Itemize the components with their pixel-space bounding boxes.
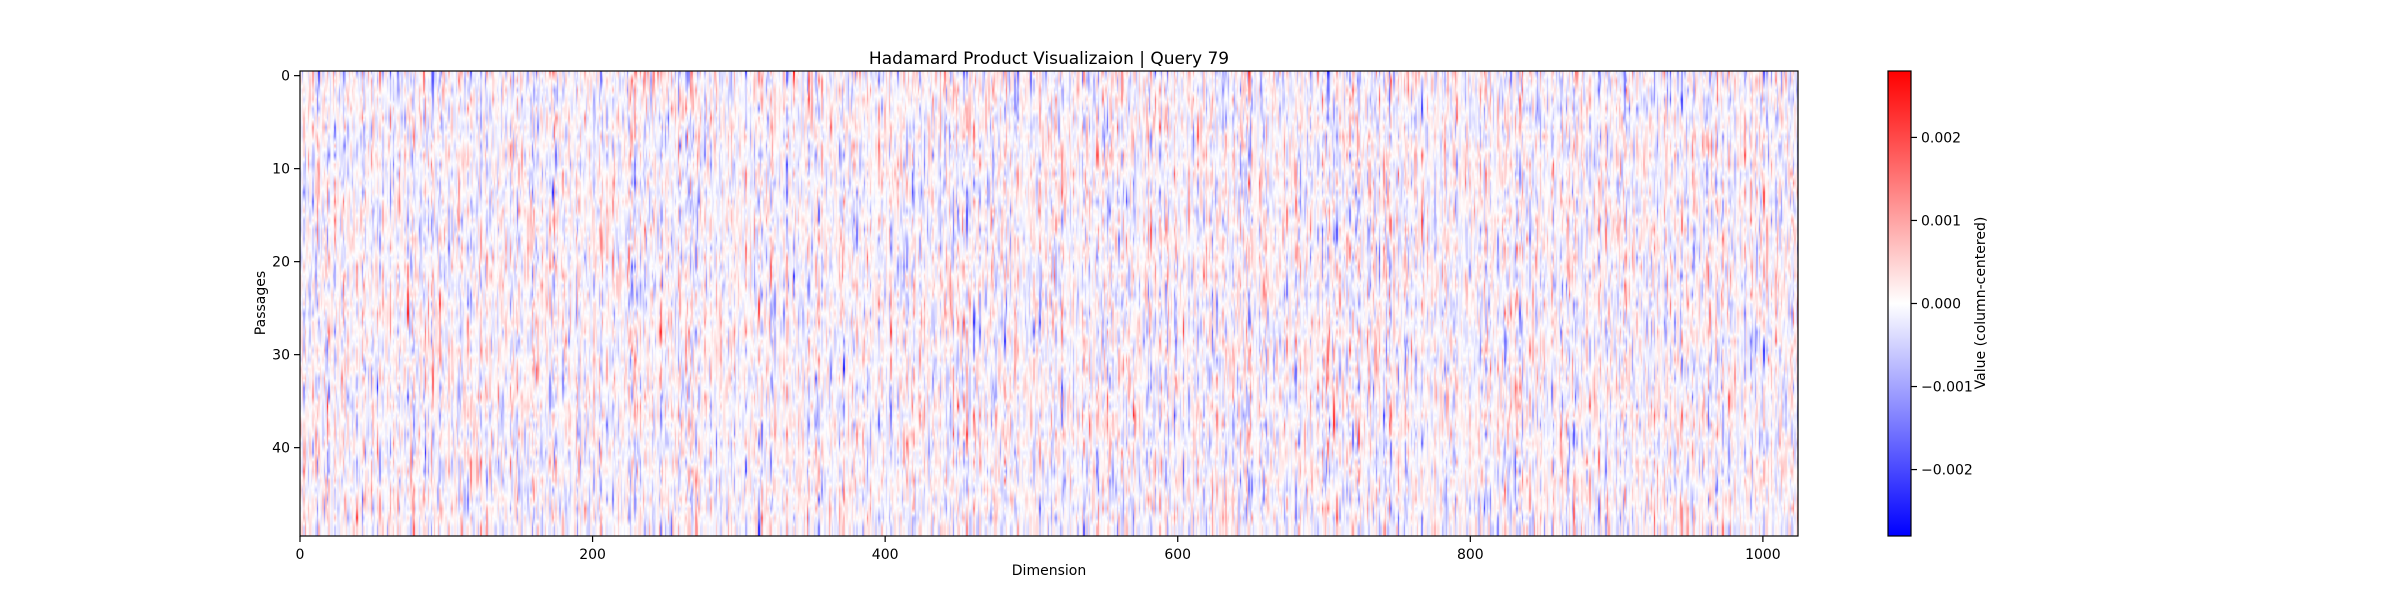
y-tick-label: 30 bbox=[272, 348, 290, 364]
y-axis: 0 10 20 30 40 bbox=[272, 69, 300, 457]
colorbar-tick-label: 0.000 bbox=[1921, 297, 1961, 313]
heatmap-canvas bbox=[300, 71, 1798, 536]
colorbar-label: Value (column-centered) bbox=[1973, 217, 1989, 390]
y-tick-label: 0 bbox=[281, 69, 290, 85]
colorbar-tick-label: −0.002 bbox=[1921, 463, 1973, 479]
y-axis-label: Passages bbox=[253, 271, 269, 335]
plot-frame bbox=[299, 70, 1799, 537]
x-tick-label: 200 bbox=[579, 547, 606, 563]
x-tick-label: 600 bbox=[1164, 547, 1191, 563]
x-tick-label: 800 bbox=[1457, 547, 1484, 563]
x-axis-label: Dimension bbox=[1012, 563, 1086, 579]
y-tick-label: 10 bbox=[272, 162, 290, 178]
y-tick-label: 20 bbox=[272, 255, 290, 271]
colorbar bbox=[1887, 70, 1912, 537]
x-tick-label: 400 bbox=[872, 547, 899, 563]
x-tick-label: 0 bbox=[296, 547, 305, 563]
colorbar-tick-label: 0.001 bbox=[1921, 213, 1961, 229]
colorbar-tick-label: 0.002 bbox=[1921, 130, 1961, 146]
colorbar-axis: 0.002 0.001 0.000 −0.001 −0.002 bbox=[1911, 130, 1973, 479]
x-tick-label: 1000 bbox=[1745, 547, 1781, 563]
x-axis: 0 200 400 600 800 1000 bbox=[296, 536, 1781, 563]
chart-title: Hadamard Product Visualizaion | Query 79 bbox=[869, 49, 1229, 69]
heatmap-area bbox=[300, 71, 1798, 536]
y-tick-label: 40 bbox=[272, 441, 290, 457]
colorbar-tick-label: −0.001 bbox=[1921, 380, 1973, 396]
